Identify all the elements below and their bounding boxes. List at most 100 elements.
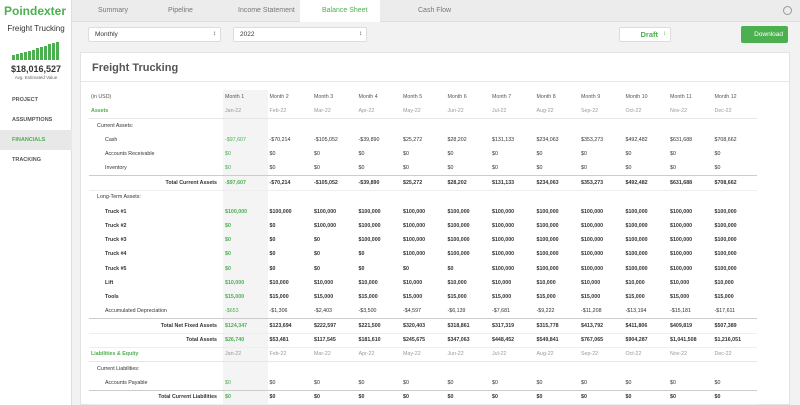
row-label: Current Liabilities: [97, 366, 140, 373]
tab[interactable]: Cash Flow [418, 7, 452, 14]
tab[interactable]: Income Statement [238, 7, 295, 14]
cell: $318,861 [445, 318, 490, 334]
cell: $0 [403, 379, 409, 386]
cell: $10,000 [536, 280, 556, 286]
nav-item[interactable]: FINANCIALS [0, 130, 72, 150]
cell: $100,000 [536, 208, 559, 215]
table-row: Current Assets: [89, 118, 757, 133]
cell: $15,000 [536, 294, 556, 301]
status-select[interactable]: Draft [619, 27, 671, 42]
year-select[interactable]: 2022 [233, 27, 367, 42]
cell [312, 119, 357, 133]
cell: $0 [670, 151, 676, 158]
cell [357, 362, 402, 376]
cell: $100,000 [314, 222, 337, 229]
cell: $0 [579, 389, 624, 405]
cell [579, 119, 624, 133]
download-button[interactable]: Download [741, 26, 788, 43]
cell: Jul-22 [490, 347, 535, 363]
row-label: Total Current Liabilities [89, 389, 223, 405]
cell: $0 [625, 165, 632, 172]
table-row: Tools $15,000 $15,000 $15,000 $15,000 $15,000… [89, 290, 757, 305]
row-label: Truck #2 [105, 222, 127, 229]
cell: Oct-22 [623, 347, 668, 363]
cell: $25,272 [403, 137, 423, 144]
cell: $15,000 [581, 294, 601, 301]
cell: $100,000 [403, 208, 426, 215]
cell: $10,000 [269, 280, 289, 286]
row-label: Accounts Receivable [105, 151, 155, 158]
settings-icon[interactable] [783, 6, 792, 15]
cell: $767,065 [579, 332, 624, 348]
cell: $100,000 [403, 251, 426, 258]
cell [401, 119, 446, 133]
table-row: Total Assets $26,740 $53,481 $117,545 $181,6… [89, 332, 757, 348]
cell: $10,000 [223, 275, 268, 291]
cell: $100,000 [223, 204, 268, 219]
cell: -$39,890 [358, 137, 380, 144]
table-row: Cash -$97,607 -$70,214 -$105,052 -$39,890 $25… [89, 132, 757, 148]
cell: $0 [447, 265, 454, 272]
nav-item[interactable]: ASSUMPTIONS [12, 117, 53, 123]
cell: $0 [668, 389, 713, 405]
cell: $100,000 [670, 251, 693, 258]
cell: -$4,597 [403, 308, 421, 315]
cell: $0 [223, 389, 268, 405]
row-label: Truck #4 [105, 251, 127, 258]
cell: $0 [314, 251, 320, 258]
logo[interactable]: Poindexter [4, 4, 67, 18]
cell: $492,482 [623, 175, 668, 191]
cell: -$17,611 [714, 308, 736, 315]
cell [357, 119, 402, 133]
cell [268, 190, 313, 204]
cell: $0 [358, 251, 365, 258]
cell [357, 190, 402, 204]
row-label: Accumulated Depreciation [105, 308, 167, 315]
cell: -$13,194 [625, 308, 647, 315]
cell: Month 3 [314, 94, 334, 101]
period-select[interactable]: Monthly [88, 27, 221, 42]
cell [668, 190, 713, 204]
cell: Aug-22 [534, 347, 579, 363]
cell: $315,778 [534, 318, 579, 334]
cell: $0 [625, 151, 632, 158]
row-label: Accounts Payable [105, 379, 148, 386]
cell: $15,000 [492, 294, 512, 301]
table-row: Current Liabilities: [89, 361, 757, 376]
row-label: (in USD) [91, 94, 112, 101]
cell: $347,063 [445, 332, 490, 348]
cell: $100,000 [581, 251, 604, 258]
cell: May-22 [401, 347, 446, 363]
cell [535, 362, 580, 376]
tab[interactable]: Balance Sheet [300, 0, 380, 22]
table-row: Truck #2 $0 $0 $100,000 $100,000 $100,000 $100… [89, 218, 757, 233]
cell: $353,273 [579, 175, 624, 191]
cell: $0 [714, 151, 721, 158]
table-row: Assets Jan-22 Feb-22 Mar-22 Apr-22 May-22 Jun-… [89, 104, 757, 120]
cell: -$70,214 [269, 137, 291, 144]
cell: $222,597 [312, 318, 357, 334]
cell: $15,000 [223, 290, 268, 305]
cell: $100,000 [492, 251, 515, 258]
cell: $100,000 [536, 251, 559, 258]
cell: $10,000 [581, 280, 601, 286]
cell: $353,273 [581, 137, 604, 144]
nav-item[interactable]: PROJECT [12, 97, 38, 103]
cell: -$9,222 [536, 308, 555, 315]
cell: $15,000 [314, 294, 334, 301]
cell: -$39,890 [356, 175, 401, 191]
row-label: Current Assets: [97, 122, 134, 129]
cell: $10,000 [625, 280, 645, 286]
table-row: Truck #5 $0 $0 $0 $0 $0 $0 $100,000 $100,000 $100… [89, 261, 757, 276]
cell: $0 [269, 222, 276, 229]
cell: Jan-22 [223, 347, 268, 363]
cell: $0 [358, 151, 365, 158]
tab[interactable]: Pipeline [168, 7, 193, 14]
nav-item[interactable]: TRACKING [12, 157, 42, 163]
cell: $549,841 [534, 332, 579, 348]
tab[interactable]: Summary [98, 7, 128, 14]
cell: $0 [445, 389, 490, 405]
cell: $0 [267, 389, 312, 405]
cell: Dec-22 [712, 104, 757, 120]
cell [268, 119, 313, 133]
